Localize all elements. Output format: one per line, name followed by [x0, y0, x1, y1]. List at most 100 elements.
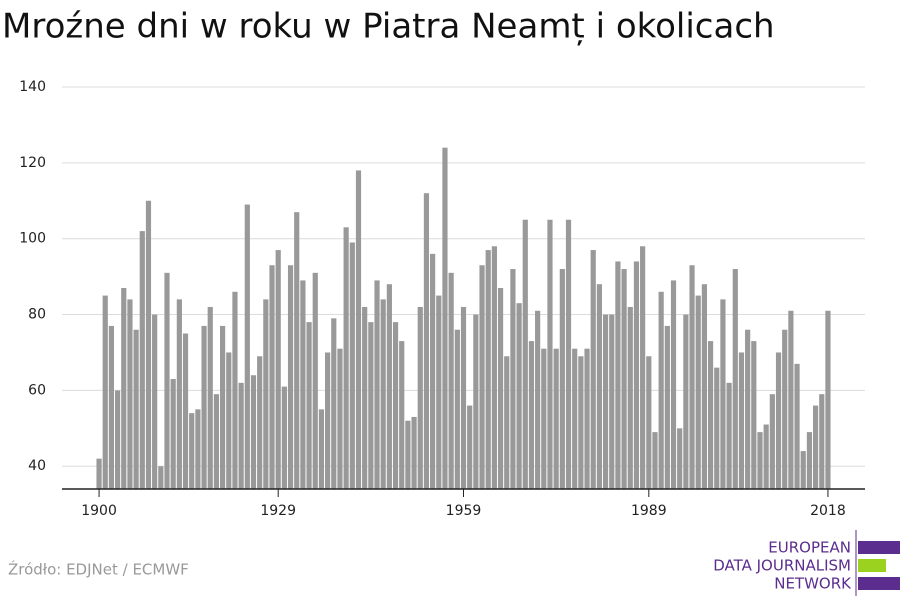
bar [226, 352, 232, 489]
bar [318, 409, 325, 489]
bar [355, 170, 362, 489]
bar [343, 227, 349, 490]
y-tick-label: 100 [19, 231, 46, 247]
bar [423, 193, 430, 490]
bar [602, 314, 609, 489]
bar [806, 432, 813, 489]
bar [541, 348, 547, 489]
bar [257, 356, 263, 489]
y-tick-label: 80 [28, 307, 46, 323]
bar [325, 352, 331, 489]
bar [745, 329, 751, 489]
bar [405, 420, 411, 489]
bar [479, 265, 485, 489]
bar [528, 341, 535, 489]
bar [263, 299, 269, 489]
chart-title: Mroźne dni w roku w Piatra Neamț i okoli… [2, 7, 775, 47]
bar [775, 352, 782, 489]
bar [621, 269, 627, 489]
bar [646, 356, 652, 489]
bar [380, 299, 386, 489]
bar [312, 272, 318, 489]
bar [213, 394, 220, 489]
bar [127, 299, 133, 489]
bar [596, 284, 602, 489]
bar [738, 352, 745, 489]
bar [510, 269, 516, 489]
bar [170, 379, 176, 489]
bar [207, 306, 213, 489]
bar [145, 200, 152, 489]
bar [189, 413, 195, 489]
x-tick-label: 1929 [260, 503, 296, 519]
bar [701, 284, 707, 489]
bar [547, 219, 553, 490]
bar [689, 265, 695, 489]
bar [238, 382, 244, 489]
bar [467, 405, 473, 489]
bar [133, 329, 139, 489]
bar [819, 394, 825, 489]
x-tick-label: 1959 [446, 503, 482, 519]
bar [281, 386, 287, 489]
bar [430, 253, 436, 489]
bar [627, 306, 633, 489]
bar [244, 204, 250, 489]
bar [454, 329, 460, 489]
y-tick-label: 140 [19, 79, 46, 95]
bar [269, 265, 275, 489]
bar [102, 295, 108, 489]
bar [726, 382, 732, 489]
bar [491, 246, 497, 489]
bar [670, 280, 677, 489]
logo-bar [858, 577, 900, 590]
bar [615, 261, 621, 489]
bar [504, 356, 510, 489]
bar [108, 325, 115, 489]
bar [652, 432, 658, 489]
bar [337, 348, 343, 489]
bar [732, 269, 738, 489]
bar [201, 325, 207, 489]
bar [695, 295, 701, 489]
logo-text: EUROPEAN [768, 539, 851, 557]
bar [825, 310, 831, 489]
bar [460, 306, 467, 489]
y-tick-label: 120 [19, 155, 46, 171]
bar [306, 322, 312, 489]
bar [362, 306, 368, 489]
logo-bar [858, 541, 900, 554]
bar [535, 310, 541, 489]
bar [782, 329, 788, 489]
bar [751, 341, 757, 489]
bar [559, 269, 565, 489]
bar [294, 212, 300, 489]
bar [399, 341, 405, 489]
bar [411, 416, 417, 489]
bar [436, 295, 442, 489]
bar [800, 451, 806, 489]
bar [565, 219, 572, 490]
bar [374, 280, 380, 489]
bar [485, 250, 491, 489]
bar [448, 272, 454, 489]
bar [640, 246, 646, 489]
bar [609, 314, 615, 489]
bar [287, 265, 294, 489]
bar [812, 405, 819, 489]
bar [516, 303, 522, 489]
bar [232, 291, 238, 489]
bar [658, 291, 664, 489]
bar [590, 250, 596, 489]
bar [757, 432, 763, 489]
bar [572, 348, 578, 489]
bar [152, 314, 158, 489]
bar [522, 219, 528, 490]
bar [707, 341, 714, 489]
x-tick-label: 2018 [810, 503, 846, 519]
bar [386, 284, 392, 489]
bar [275, 250, 281, 489]
bar [473, 314, 479, 489]
bar [368, 322, 374, 489]
